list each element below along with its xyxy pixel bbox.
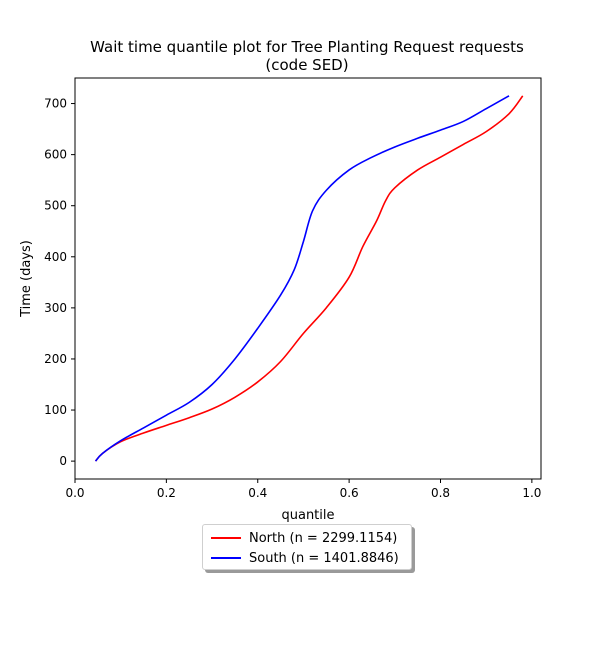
legend: North (n = 2299.1154) South (n = 1401.88… [202, 524, 412, 570]
y-tick-label: 700 [44, 97, 67, 111]
legend-label-north: North (n = 2299.1154) [249, 530, 398, 546]
series-line-north [94, 95, 524, 462]
x-tick-label: 0.2 [157, 486, 176, 500]
y-tick-label: 200 [44, 352, 67, 366]
x-tick-label: 1.0 [522, 486, 541, 500]
chart-title: Wait time quantile plot for Tree Plantin… [90, 38, 524, 56]
legend-swatch-north [211, 537, 241, 539]
chart-subtitle: (code SED) [265, 56, 348, 74]
legend-entry-south: South (n = 1401.8846) [211, 548, 399, 568]
y-tick-label: 100 [44, 403, 67, 417]
y-tick-label: 600 [44, 148, 67, 162]
x-tick-label: 0.4 [248, 486, 267, 500]
series-line-south [94, 95, 510, 462]
y-tick-label: 500 [44, 199, 67, 213]
x-tick-label: 0.0 [65, 486, 84, 500]
legend-entry-north: North (n = 2299.1154) [211, 528, 397, 548]
x-tick-label: 0.6 [340, 486, 359, 500]
y-tick-label: 300 [44, 301, 67, 315]
legend-swatch-south [211, 557, 241, 559]
legend-label-south: South (n = 1401.8846) [249, 550, 399, 566]
plot-frame [74, 77, 542, 480]
y-tick-label: 400 [44, 250, 67, 264]
x-tick-label: 0.8 [431, 486, 450, 500]
y-axis-label: Time (days) [19, 240, 34, 318]
x-axis-label: quantile [281, 508, 334, 523]
y-tick-label: 0 [59, 454, 67, 468]
